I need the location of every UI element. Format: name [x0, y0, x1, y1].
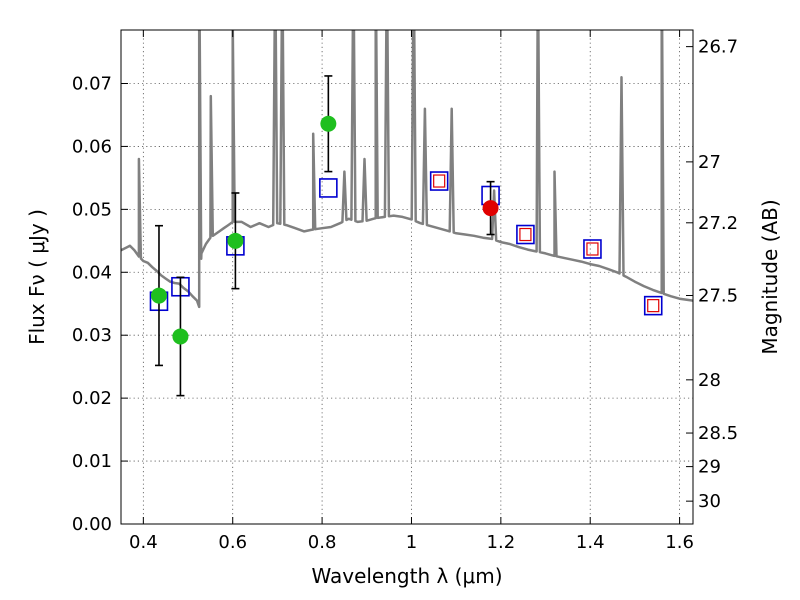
- x-tick-label: 0.6: [218, 532, 247, 553]
- y-axis-right-label: Magnitude (AB): [758, 199, 782, 354]
- plot-area: [121, 30, 693, 397]
- model-flux-box: [583, 239, 602, 259]
- model-spectrum-line: [121, 30, 693, 309]
- observed-optical-point: [320, 115, 337, 132]
- axes: 0.4 0.6 0.8 1 1.2 1.4 1.6 0.00 0.01 0.02 0.03 0.04 0…: [72, 30, 738, 553]
- y-tick-label: 0.05: [72, 199, 112, 220]
- y-tick-label: 0.01: [72, 451, 112, 472]
- grid: [121, 30, 693, 525]
- x-tick-label: 0.8: [308, 532, 337, 553]
- y-tick-label: 0.02: [72, 388, 112, 409]
- y-tick-label: 0.07: [72, 73, 112, 94]
- model-flux-box: [643, 295, 663, 316]
- mag-tick-label: 30: [698, 491, 721, 512]
- observed-optical-point: [227, 232, 244, 249]
- mag-tick-label: 27.5: [698, 286, 738, 307]
- y-tick-label: 0.00: [72, 514, 112, 535]
- x-axis-label: Wavelength λ (μm): [311, 564, 502, 588]
- observed-optical-point: [150, 287, 167, 304]
- model-flux-box: [319, 178, 338, 198]
- model-flux-box-inner: [647, 299, 660, 313]
- x-tick-label: 0.4: [129, 532, 158, 553]
- model-flux-box-inner: [519, 227, 532, 242]
- observed-optical-point: [172, 328, 189, 345]
- x-tick-label: 1.4: [576, 532, 605, 553]
- model-flux-box-inner: [433, 174, 446, 188]
- observed-nir-point: [482, 200, 499, 217]
- y-tick-label: 0.03: [72, 325, 112, 346]
- mag-tick-label: 27.2: [698, 213, 738, 234]
- mag-tick-label: 28.5: [698, 423, 738, 444]
- x-tick-label: 1: [406, 532, 417, 553]
- mag-tick-label: 27: [698, 152, 721, 173]
- model-flux-box-inner: [586, 242, 599, 256]
- y-tick-label: 0.04: [72, 262, 112, 283]
- model-flux-box: [516, 224, 535, 245]
- mag-tick-label: 29: [698, 457, 721, 478]
- model-flux-box: [429, 171, 449, 191]
- plot-frame: [120, 29, 694, 525]
- mag-tick-label: 26.7: [698, 37, 738, 58]
- mag-tick-label: 28: [698, 370, 721, 391]
- x-tick-label: 1.2: [487, 532, 516, 553]
- x-tick-label: 1.6: [665, 532, 694, 553]
- y-axis-label: Flux Fν ( μJy ): [25, 209, 49, 345]
- y-tick-label: 0.06: [72, 136, 112, 157]
